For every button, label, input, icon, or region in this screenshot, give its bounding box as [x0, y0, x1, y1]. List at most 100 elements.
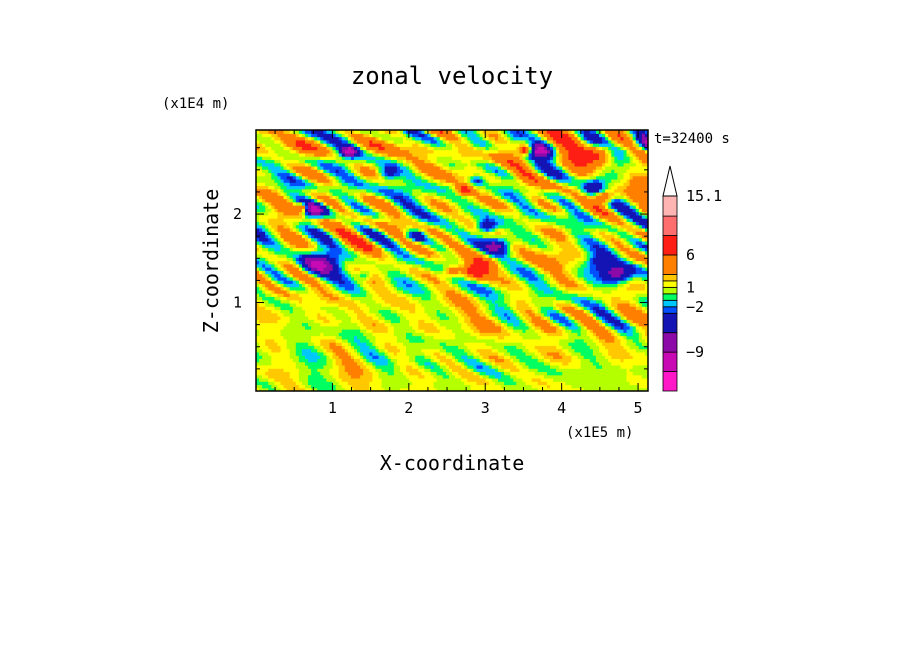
field-cell — [317, 384, 321, 389]
field-cell — [265, 358, 269, 363]
field-cell — [292, 276, 297, 281]
field-cell — [507, 364, 511, 369]
field-cell — [286, 270, 291, 275]
field-cell — [550, 319, 554, 324]
field-cell — [635, 315, 640, 320]
field-cell — [305, 374, 309, 379]
field-cell — [617, 312, 622, 317]
field-cell — [326, 267, 331, 271]
field-cell — [623, 302, 628, 307]
field-cell — [259, 387, 263, 391]
field-cell — [289, 315, 294, 320]
field-cell — [406, 351, 410, 356]
field-cell — [626, 325, 631, 330]
field-cell — [638, 315, 643, 320]
field-cell — [458, 309, 462, 314]
field-cell — [559, 273, 563, 278]
field-cell — [335, 387, 340, 391]
field-cell — [259, 348, 263, 353]
field-cell — [332, 361, 337, 366]
field-cell — [378, 342, 383, 346]
field-cell — [347, 345, 352, 350]
field-cell — [574, 267, 579, 271]
field-cell — [595, 342, 600, 346]
field-cell — [482, 273, 487, 278]
field-cell — [338, 384, 343, 389]
field-cell — [632, 368, 637, 373]
field-cell — [326, 387, 331, 391]
field-cell — [396, 286, 401, 291]
field-cell — [461, 329, 465, 333]
field-cell — [335, 319, 340, 324]
field-cell — [366, 312, 370, 317]
field-cell — [571, 345, 576, 350]
field-cell — [381, 322, 386, 327]
field-cell — [308, 351, 312, 356]
field-cell — [589, 332, 594, 337]
field-cell — [274, 312, 279, 317]
field-cell — [599, 296, 603, 301]
field-cell — [599, 345, 603, 350]
field-cell — [485, 338, 490, 343]
field-cell — [387, 374, 392, 379]
field-cell — [314, 368, 318, 373]
field-cell — [623, 384, 628, 389]
field-cell — [375, 322, 380, 327]
field-cell — [537, 270, 542, 275]
field-cell — [298, 355, 303, 359]
field-cell — [522, 286, 527, 291]
field-cell — [274, 263, 279, 268]
field-cell — [341, 371, 346, 376]
field-cell — [292, 351, 297, 356]
field-cell — [504, 329, 508, 333]
field-cell — [452, 338, 456, 343]
field-cell — [595, 312, 600, 317]
field-cell — [262, 302, 266, 307]
field-cell — [314, 283, 318, 288]
field-cell — [461, 364, 465, 369]
field-cell — [510, 342, 514, 346]
field-cell — [494, 325, 499, 330]
field-cell — [504, 374, 508, 379]
field-cell — [519, 364, 524, 369]
field-cell — [568, 371, 573, 376]
field-cell — [485, 387, 490, 391]
field-cell — [442, 267, 447, 271]
field-cell — [448, 312, 453, 317]
field-cell — [338, 270, 343, 275]
field-cell — [494, 364, 499, 369]
field-cell — [528, 384, 533, 389]
field-cell — [399, 322, 404, 327]
field-cell — [378, 338, 383, 343]
field-cell — [427, 342, 432, 346]
field-cell — [412, 342, 416, 346]
field-cell — [308, 358, 312, 363]
field-cell — [488, 273, 493, 278]
field-cell — [626, 342, 631, 346]
field-cell — [262, 335, 266, 340]
field-cell — [595, 306, 600, 311]
field-cell — [546, 270, 551, 275]
field-cell — [341, 342, 346, 346]
field-cell — [623, 319, 628, 324]
field-cell — [301, 351, 306, 356]
field-cell — [599, 364, 603, 369]
field-cell — [479, 338, 484, 343]
field-cell — [611, 361, 615, 366]
field-cell — [559, 361, 563, 366]
field-cell — [452, 315, 456, 320]
field-cell — [507, 302, 511, 307]
field-cell — [390, 286, 395, 291]
field-cell — [528, 348, 533, 353]
field-cell — [497, 312, 502, 317]
field-cell — [458, 273, 462, 278]
field-cell — [265, 329, 269, 333]
field-cell — [350, 309, 355, 314]
field-cell — [445, 351, 450, 356]
field-cell — [586, 293, 591, 297]
field-cell — [565, 345, 569, 350]
field-cell — [464, 368, 468, 373]
field-cell — [510, 364, 514, 369]
field-cell — [638, 358, 643, 363]
field-cell — [589, 335, 594, 340]
